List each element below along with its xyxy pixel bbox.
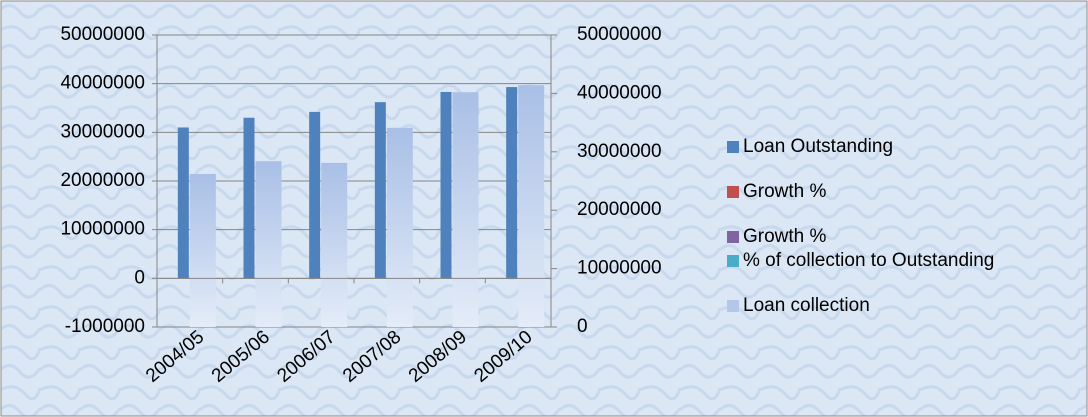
legend-swatch: [727, 141, 739, 153]
bar: [255, 161, 282, 327]
legend-label: % of collection to Outstanding: [743, 250, 994, 271]
bar: [189, 173, 216, 327]
bar: [309, 111, 321, 279]
bar: [440, 91, 452, 279]
y-tick-label: 30000000: [60, 121, 145, 142]
y2-tick-label: 40000000: [577, 82, 662, 103]
y2-tick-label: 0: [577, 316, 588, 337]
legend-label: Growth %: [743, 181, 827, 202]
y2-tick-label: 20000000: [577, 199, 662, 220]
bar: [452, 92, 479, 328]
y-tick-label: 20000000: [60, 170, 145, 191]
bar: [518, 85, 545, 327]
y-tick-label: 50000000: [60, 24, 145, 45]
bar: [374, 102, 386, 279]
bar: [177, 127, 189, 279]
bar: [386, 127, 413, 327]
y2-tick-label: 50000000: [577, 24, 662, 45]
legend-label: Loan collection: [743, 295, 870, 316]
legend-swatch: [727, 231, 739, 243]
legend-label: Loan Outstanding: [743, 136, 893, 157]
y-tick-label: 0: [134, 267, 145, 288]
bar: [321, 162, 348, 327]
y2-tick-label: 30000000: [577, 141, 662, 162]
legend-swatch: [727, 186, 739, 198]
y-tick-label: 10000000: [60, 219, 145, 240]
bar: [243, 117, 255, 279]
y2-tick-label: 10000000: [577, 258, 662, 279]
y-tick-label: -1000000: [65, 316, 145, 337]
bar: [506, 87, 518, 279]
y-tick-label: 40000000: [60, 73, 145, 94]
legend-swatch: [727, 300, 739, 312]
legend-label: Growth %: [743, 226, 827, 247]
legend-swatch: [727, 255, 739, 267]
